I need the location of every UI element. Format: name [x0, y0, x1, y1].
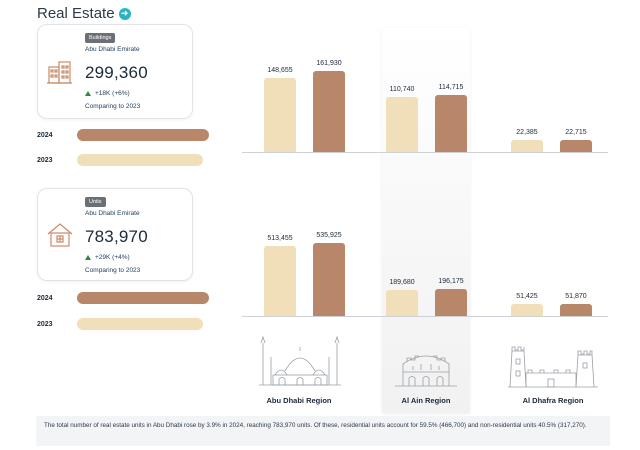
house-icon [46, 221, 74, 254]
legend-2024-units: 2024 [37, 292, 209, 304]
bar-label-units-al-dhafra-2023: 51,425 [516, 293, 538, 300]
legend-bar-2023 [77, 154, 203, 166]
trend-up-icon [85, 91, 91, 96]
region-label-abu-dhabi[interactable]: Abu Dhabi Region [266, 396, 332, 405]
watchtower-icon [506, 343, 600, 394]
legend-2024-buildings: 2024 [37, 129, 209, 141]
legend-bar-2023 [77, 318, 203, 330]
bar-label-buildings-al-ain-2023: 110,740 [389, 85, 415, 93]
bar-units-al-dhafra-2023[interactable] [511, 304, 543, 316]
units-value: 783,970 [85, 227, 148, 246]
bar-units-abu-dhabi-2024[interactable] [313, 242, 345, 316]
bar-label-units-al-ain-2023: 189,680 [389, 279, 415, 287]
buildings-card: Buildings Abu Dhabi Emirate 299,360 +18K… [37, 24, 193, 119]
region-label-al-ain[interactable]: Al Ain Region [401, 396, 451, 405]
buildings-subtitle: Abu Dhabi Emirate [85, 46, 140, 53]
units-change-text: +29K (+4%) [95, 254, 130, 261]
bar-buildings-al-dhafra-2023[interactable] [511, 140, 543, 152]
legend-bar-2024 [77, 129, 209, 141]
bar-buildings-abu-dhabi-2023[interactable] [264, 77, 296, 152]
region-label-al-dhafra[interactable]: Al Dhafra Region [522, 396, 584, 405]
al-ain-highlight[interactable] [382, 28, 470, 413]
building-icon [46, 58, 74, 91]
buildings-value: 299,360 [85, 63, 148, 82]
bar-buildings-al-dhafra-2024[interactable] [560, 140, 592, 152]
units-badge: Units [85, 197, 106, 207]
bar-buildings-al-ain-2024[interactable] [435, 94, 467, 152]
bar-label-buildings-al-dhafra-2024: 22,715 [565, 129, 587, 136]
bar-label-units-al-dhafra-2024: 51,870 [565, 293, 587, 300]
buildings-baseline [242, 152, 608, 153]
bar-label-buildings-abu-dhabi-2023: 148,655 [267, 66, 293, 74]
bar-label-buildings-al-dhafra-2023: 22,385 [516, 129, 538, 136]
buildings-badge: Buildings [85, 33, 116, 43]
summary-text: The total number of real estate units in… [44, 422, 587, 429]
units-subtitle: Abu Dhabi Emirate [85, 210, 140, 217]
bar-label-buildings-abu-dhabi-2024: 161,930 [316, 60, 342, 68]
bar-units-abu-dhabi-2023[interactable] [264, 245, 296, 316]
legend-label-2023: 2023 [37, 156, 53, 164]
page-title-text: Real Estate [37, 5, 115, 22]
page-title: Real Estate ➜ [37, 5, 131, 22]
bar-label-units-abu-dhabi-2024: 535,925 [316, 231, 342, 239]
trend-up-icon [85, 255, 91, 260]
bar-label-units-abu-dhabi-2023: 513,455 [267, 234, 293, 242]
bar-label-units-al-ain-2024: 196,175 [438, 278, 464, 286]
buildings-change: +18K (+6%) [85, 90, 130, 97]
bar-buildings-al-ain-2023[interactable] [386, 96, 418, 152]
legend-label-2024: 2024 [37, 294, 53, 302]
legend-label-2023: 2023 [37, 320, 53, 328]
units-card: Units Abu Dhabi Emirate 783,970 +29K (+4… [37, 188, 193, 281]
bar-units-al-ain-2023[interactable] [386, 290, 418, 316]
legend-bar-2024 [77, 292, 209, 304]
grand-mosque-icon [255, 335, 345, 392]
summary-footer: The total number of real estate units in… [36, 416, 610, 446]
bar-units-al-dhafra-2024[interactable] [560, 304, 592, 316]
bar-buildings-abu-dhabi-2024[interactable] [313, 71, 345, 152]
units-change: +29K (+4%) [85, 254, 130, 261]
units-baseline [242, 316, 608, 317]
fort-icon [393, 340, 459, 393]
units-compare: Comparing to 2023 [85, 267, 141, 274]
legend-label-2024: 2024 [37, 131, 53, 139]
bar-units-al-ain-2024[interactable] [435, 289, 467, 316]
buildings-change-text: +18K (+6%) [95, 90, 130, 97]
legend-2023-buildings: 2023 [37, 154, 203, 166]
bar-label-buildings-al-ain-2024: 114,715 [438, 83, 464, 91]
arrow-right-circle-icon[interactable]: ➜ [118, 7, 131, 20]
legend-2023-units: 2023 [37, 318, 203, 330]
buildings-compare: Comparing to 2023 [85, 103, 141, 110]
